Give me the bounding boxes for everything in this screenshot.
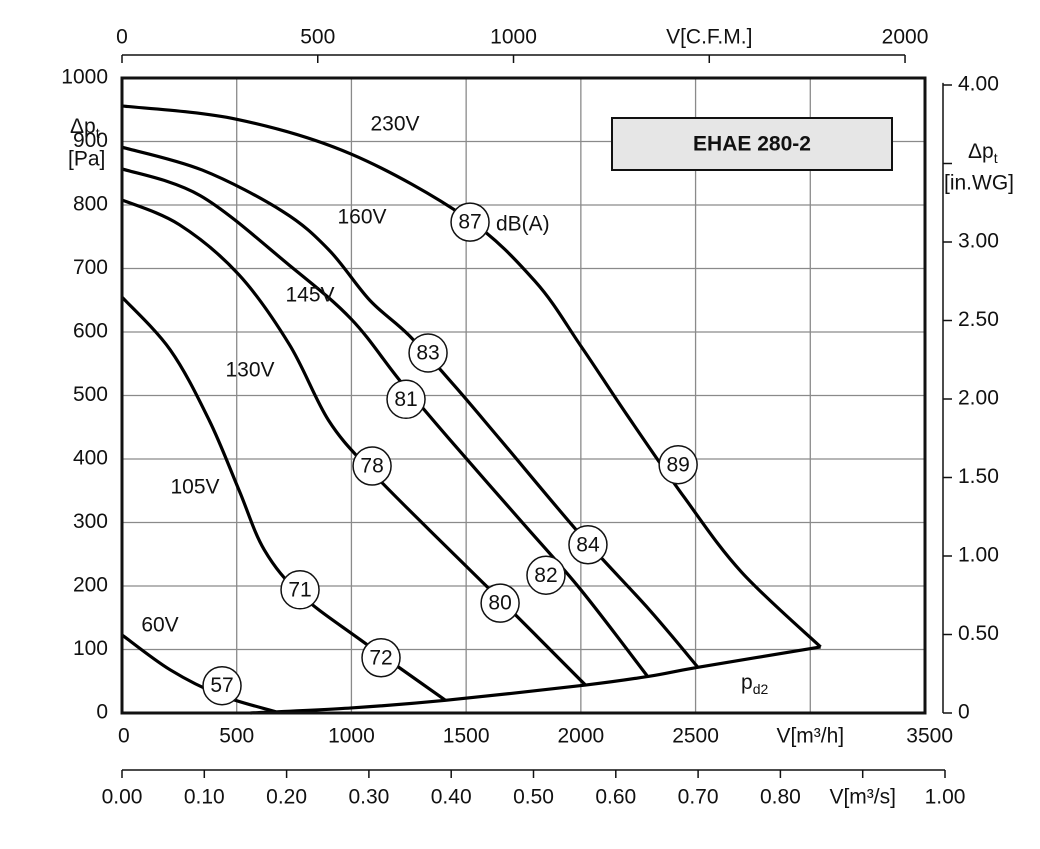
ms-tick-label: 0.60 (595, 786, 636, 809)
symbol: p (741, 671, 753, 694)
x-tick-label: 500 (219, 725, 254, 748)
series-label: 145V (285, 284, 334, 307)
x-tick-label: 0 (118, 725, 130, 748)
series-label: 60V (141, 614, 178, 637)
symbol: Δp (968, 140, 994, 163)
curve (121, 633, 277, 714)
sound-marker (361, 638, 401, 678)
sound-marker (408, 333, 448, 373)
x-tick-label: 1500 (443, 725, 490, 748)
y-tick-label: 300 (73, 510, 108, 533)
sound-label: 89 (666, 453, 689, 476)
sound-label: 78 (360, 455, 383, 478)
x-tick-label: 3500 (906, 725, 953, 748)
sound-marker (526, 555, 566, 595)
sound-label: 83 (416, 342, 439, 365)
y-tick-label: 1000 (61, 66, 108, 89)
sound-label: 82 (534, 564, 557, 587)
ms-tick-label: V[m³/s] (829, 786, 896, 809)
ms-tick-label: 1.00 (925, 786, 966, 809)
sound-marker (352, 446, 392, 486)
series-label: 105V (170, 476, 219, 499)
symbol: Δp (70, 115, 96, 138)
y2-tick-label: 2.00 (958, 387, 999, 410)
y-tick-label: 400 (73, 447, 108, 470)
sound-marker (280, 570, 320, 610)
sound-marker (202, 665, 242, 706)
cfm-tick-label: 1000 (490, 26, 537, 49)
y2-axis-unit: [in.WG] (944, 172, 1014, 195)
ms-tick-label: 0.40 (431, 786, 472, 809)
sound-marker (386, 379, 426, 420)
cfm-tick-label: 500 (300, 26, 335, 49)
plot-frame (120, 76, 927, 715)
y-tick-label: 100 (73, 637, 108, 660)
cfm-tick-label: V[C.F.M.] (666, 26, 752, 49)
sound-label: 81 (394, 388, 417, 411)
sound-unit: dB(A) (496, 213, 550, 236)
y2-tick-label: 0.50 (958, 622, 999, 645)
ms-tick-label: 0.80 (760, 786, 801, 809)
y-tick-label: 600 (73, 320, 108, 343)
cfm-tick-label: 0 (116, 26, 128, 49)
y-tick-label: 800 (73, 193, 108, 216)
sound-label: 72 (369, 646, 392, 669)
title-box (611, 117, 893, 171)
cfm-tick-label: 2000 (882, 26, 929, 49)
ms-tick-label: 0.50 (513, 786, 554, 809)
y2-tick-label: 3.00 (958, 230, 999, 253)
y-tick-label: 0 (96, 701, 108, 724)
model-title: EHAE 280-2 (693, 133, 811, 156)
subscript: d2 (753, 681, 769, 697)
sound-marker (480, 583, 520, 623)
ms-tick-label: 0.30 (348, 786, 389, 809)
sound-label: 80 (488, 592, 511, 615)
x-tick-label: 2000 (557, 725, 604, 748)
curve (121, 167, 649, 678)
subscript: t (96, 125, 100, 141)
sound-label: 57 (210, 674, 233, 697)
y-tick-label: 200 (73, 574, 108, 597)
y2-tick-label: 0 (958, 701, 970, 724)
pd2-label: pd2 (741, 671, 768, 697)
sound-marker (568, 524, 608, 565)
sound-marker (450, 202, 490, 242)
series-label: 230V (370, 113, 419, 136)
y2-tick-label: 4.00 (958, 73, 999, 96)
sound-label: 87 (458, 211, 481, 234)
y-axis-unit: [Pa] (68, 148, 105, 171)
curve (121, 104, 822, 649)
y-tick-label: 900 (73, 129, 108, 152)
y2-axis-title: Δpt (968, 140, 998, 166)
y2-tick-label: 2.50 (958, 308, 999, 331)
y2-tick-label: 1.00 (958, 544, 999, 567)
ms-tick-label: 0.70 (678, 786, 719, 809)
subscript: t (994, 150, 998, 166)
curve (250, 645, 821, 715)
y-axis-title: Δpt (70, 115, 100, 141)
y-tick-label: 500 (73, 383, 108, 406)
x-tick-label: 1000 (328, 725, 375, 748)
x-tick-label: V[m³/h] (776, 725, 844, 748)
ms-tick-label: 0.20 (266, 786, 307, 809)
y-tick-label: 700 (73, 256, 108, 279)
ms-tick-label: 0.00 (102, 786, 143, 809)
y2-tick-label: 1.50 (958, 465, 999, 488)
sound-marker (658, 444, 698, 485)
sound-label: 84 (576, 533, 600, 556)
ms-tick-label: 0.10 (184, 786, 225, 809)
series-label: 160V (337, 206, 386, 229)
x-tick-label: 2500 (672, 725, 719, 748)
curve (120, 295, 447, 702)
series-label: 130V (225, 359, 274, 382)
sound-label: 71 (288, 578, 311, 601)
